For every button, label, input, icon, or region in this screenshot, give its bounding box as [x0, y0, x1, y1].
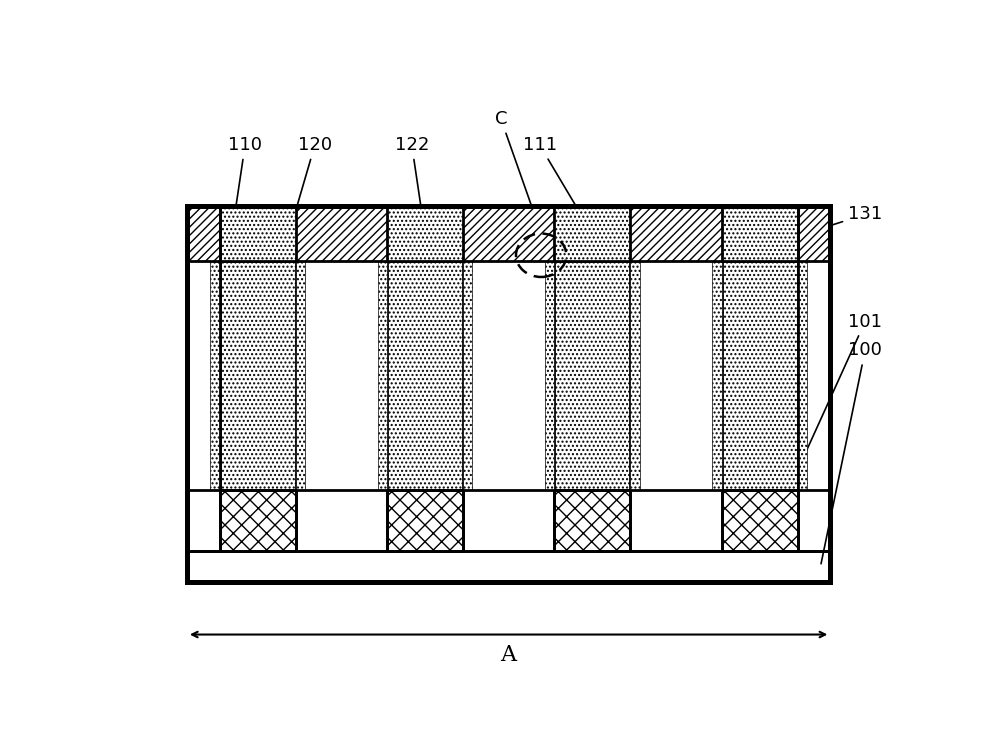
Text: A: A — [501, 644, 517, 666]
Bar — [554, 206, 630, 261]
Bar — [630, 261, 640, 490]
Text: 120: 120 — [258, 136, 332, 338]
Bar — [798, 206, 830, 550]
Text: 122: 122 — [395, 136, 429, 231]
Bar — [220, 490, 296, 550]
Bar — [187, 206, 830, 583]
Text: 110: 110 — [228, 136, 262, 231]
Bar — [187, 206, 830, 583]
Text: 100: 100 — [821, 341, 882, 564]
Bar — [554, 490, 630, 550]
Bar — [210, 261, 220, 490]
Bar — [722, 490, 798, 550]
Bar — [722, 206, 798, 261]
Bar — [187, 206, 220, 550]
Text: 101: 101 — [776, 313, 882, 517]
Bar — [722, 261, 798, 490]
Bar — [554, 261, 630, 490]
Bar — [545, 261, 554, 490]
Text: 111: 111 — [523, 136, 591, 231]
Bar — [463, 261, 472, 490]
Bar — [296, 261, 305, 490]
Bar — [187, 550, 830, 583]
Bar — [387, 261, 463, 490]
Bar — [798, 261, 807, 490]
Bar — [387, 206, 463, 261]
Bar — [387, 490, 463, 550]
Bar — [220, 206, 296, 261]
Text: 131: 131 — [817, 205, 882, 230]
Bar — [378, 261, 387, 490]
Bar — [187, 206, 830, 261]
Text: C: C — [495, 110, 540, 231]
Bar — [712, 261, 722, 490]
Bar — [220, 261, 296, 490]
